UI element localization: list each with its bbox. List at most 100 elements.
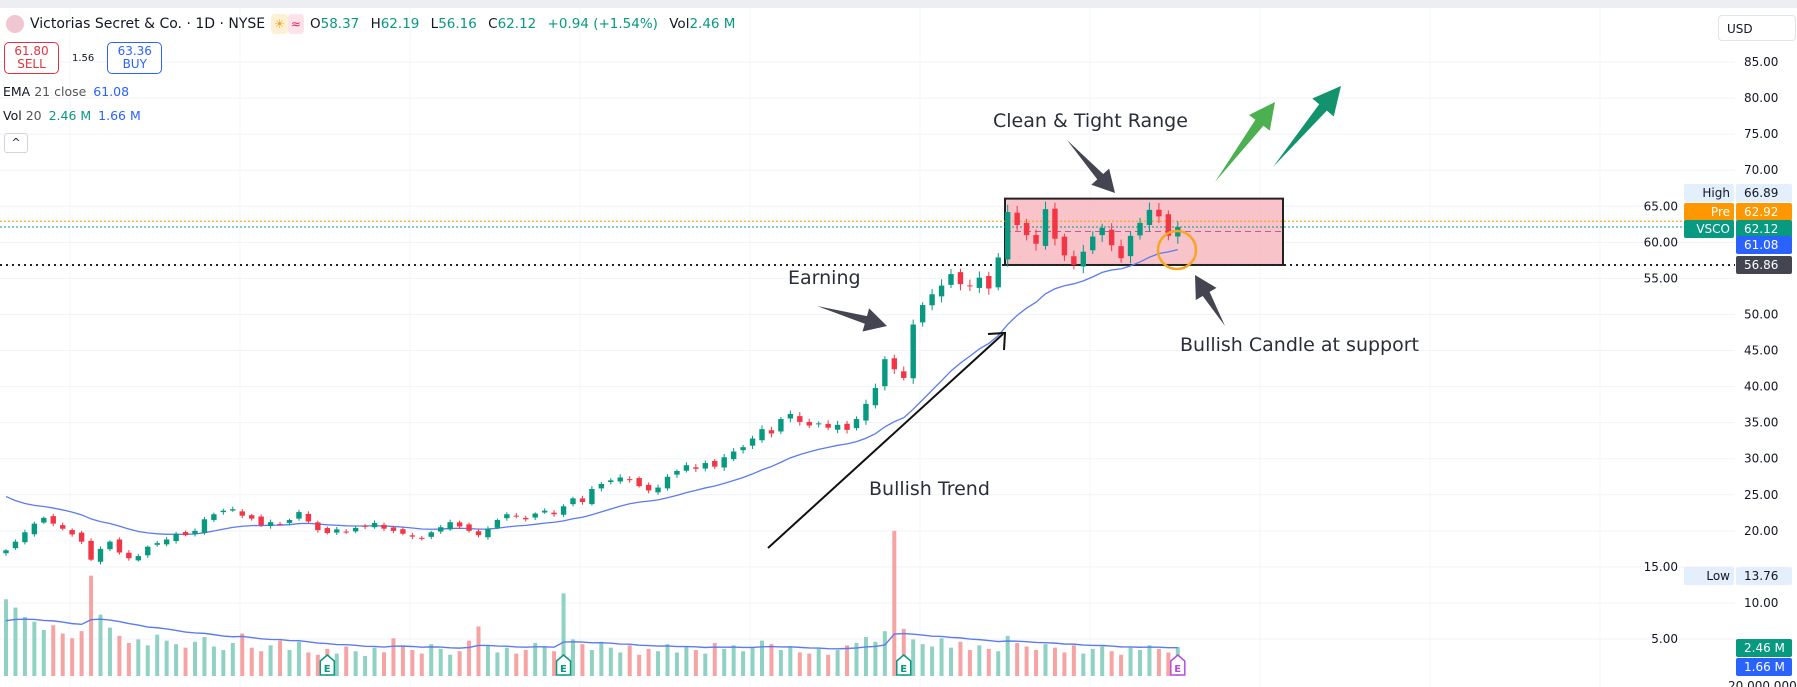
currency-selector[interactable]: USD	[1718, 15, 1796, 41]
candle-body[interactable]	[1099, 227, 1105, 236]
candle-body[interactable]	[787, 413, 794, 419]
candle-body[interactable]	[712, 460, 718, 467]
candle-body[interactable]	[948, 274, 954, 285]
candle-body[interactable]	[60, 525, 66, 529]
candle-body[interactable]	[182, 532, 189, 536]
candle-body[interactable]	[41, 517, 47, 523]
candle-body[interactable]	[12, 541, 19, 549]
candle-body[interactable]	[409, 535, 416, 537]
candle-body[interactable]	[645, 484, 652, 491]
candle-body[interactable]	[636, 478, 642, 487]
candle-body[interactable]	[513, 515, 519, 517]
candle-body[interactable]	[891, 358, 897, 370]
candle-body[interactable]	[976, 277, 983, 288]
support-arrow[interactable]	[1195, 275, 1225, 326]
candle-body[interactable]	[504, 514, 510, 519]
range-arrow[interactable]	[1067, 140, 1115, 193]
ema-legend[interactable]: EMA 21 close 61.08	[3, 84, 129, 99]
candle-body[interactable]	[986, 276, 992, 289]
candle-body[interactable]	[343, 531, 349, 533]
candle-body[interactable]	[22, 532, 28, 543]
candle-body[interactable]	[1156, 209, 1162, 217]
candle-body[interactable]	[749, 438, 756, 446]
candle-body[interactable]	[1014, 212, 1020, 226]
candle-body[interactable]	[88, 540, 94, 560]
annotation-support-candle[interactable]: Bullish Candle at support	[1180, 334, 1419, 356]
candle-body[interactable]	[305, 513, 312, 522]
candle-body[interactable]	[627, 479, 633, 481]
candle-body[interactable]	[1127, 235, 1134, 257]
candle-body[interactable]	[1023, 222, 1030, 236]
candle-body[interactable]	[872, 388, 879, 406]
candle-body[interactable]	[286, 520, 293, 523]
candle-body[interactable]	[3, 550, 9, 554]
candle-body[interactable]	[834, 424, 841, 430]
candle-body[interactable]	[400, 529, 406, 534]
candle-body[interactable]	[655, 487, 661, 493]
candle-body[interactable]	[352, 527, 359, 532]
candle-body[interactable]	[371, 522, 378, 528]
candle-body[interactable]	[1146, 209, 1153, 226]
market-open-sun-icon[interactable]: ☀	[271, 14, 288, 34]
collapse-legend-button[interactable]: ^	[4, 133, 28, 153]
candle-body[interactable]	[1137, 222, 1143, 236]
candle-body[interactable]	[882, 359, 888, 387]
candle-body[interactable]	[1052, 208, 1058, 239]
bullish-arrow-2[interactable]	[1273, 86, 1341, 167]
candle-body[interactable]	[192, 530, 198, 535]
candle-body[interactable]	[683, 465, 690, 471]
candle-body[interactable]	[825, 423, 831, 428]
candle-body[interactable]	[107, 541, 113, 550]
candle-body[interactable]	[315, 522, 321, 531]
candle-body[interactable]	[957, 272, 964, 285]
candle-body[interactable]	[69, 530, 75, 535]
candle-body[interactable]	[334, 529, 340, 533]
candle-body[interactable]	[1042, 209, 1049, 246]
candle-body[interactable]	[116, 539, 123, 553]
candle-body[interactable]	[910, 324, 916, 379]
volume-legend[interactable]: Vol 20 2.46 M 1.66 M	[3, 108, 141, 123]
annotation-trend[interactable]: Bullish Trend	[869, 478, 990, 500]
candle-body[interactable]	[759, 429, 765, 441]
candle-body[interactable]	[693, 467, 699, 469]
candle-body[interactable]	[1090, 236, 1096, 251]
candle-body[interactable]	[919, 305, 926, 323]
candle-body[interactable]	[1033, 234, 1039, 244]
candle-body[interactable]	[740, 447, 746, 451]
candle-body[interactable]	[617, 477, 623, 482]
candle-body[interactable]	[173, 533, 179, 542]
candle-body[interactable]	[1108, 229, 1115, 246]
range-box[interactable]	[1004, 197, 1284, 266]
candle-body[interactable]	[466, 524, 472, 531]
candle-body[interactable]	[31, 523, 38, 535]
candle-body[interactable]	[560, 506, 567, 515]
candle-body[interactable]	[806, 421, 812, 426]
candle-body[interactable]	[475, 531, 482, 536]
candle-body[interactable]	[844, 423, 850, 430]
candle-body[interactable]	[163, 539, 170, 545]
candle-body[interactable]	[674, 470, 680, 475]
earnings-marker-icon[interactable]	[319, 654, 336, 676]
candle-body[interactable]	[324, 528, 330, 534]
annotation-earning[interactable]: Earning	[788, 267, 861, 289]
candle-body[interactable]	[126, 552, 132, 559]
candle-body[interactable]	[797, 416, 803, 422]
candle-body[interactable]	[211, 514, 217, 520]
candle-body[interactable]	[145, 546, 151, 556]
candle-body[interactable]	[702, 463, 708, 469]
candle-body[interactable]	[249, 515, 255, 519]
candle-body[interactable]	[523, 517, 529, 520]
candle-body[interactable]	[381, 524, 387, 529]
symbol-title[interactable]: Victorias Secret & Co. · 1D · NYSE	[30, 16, 266, 32]
delayed-data-icon[interactable]: ≈	[287, 14, 304, 34]
candle-body[interactable]	[97, 548, 104, 562]
candle-body[interactable]	[447, 522, 453, 530]
candle-body[interactable]	[541, 510, 548, 513]
buy-button[interactable]: 63.36 BUY	[107, 42, 163, 74]
candle-body[interactable]	[532, 513, 538, 518]
sell-button[interactable]: 61.80 SELL	[4, 42, 59, 74]
candle-body[interactable]	[929, 294, 935, 306]
earnings-marker-icon[interactable]	[555, 654, 572, 676]
candle-body[interactable]	[239, 511, 245, 516]
